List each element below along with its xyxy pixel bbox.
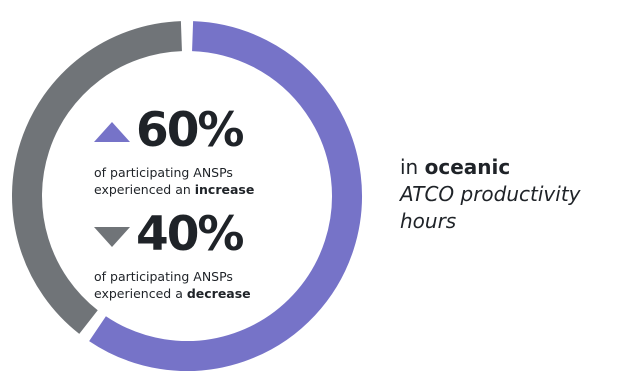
- caption-prefix: in: [400, 155, 425, 179]
- stat-decrease-desc-line1: of participating ANSPs: [94, 269, 233, 284]
- stat-increase-description: of participating ANSPs experienced an in…: [94, 164, 334, 198]
- stat-decrease-emphasis: decrease: [186, 286, 251, 301]
- stat-decrease: 40% of participating ANSPs experienced a…: [94, 204, 334, 302]
- chart-caption: in oceanic ATCO productivity hours: [400, 154, 581, 235]
- stat-decrease-value: 40%: [136, 206, 244, 262]
- stat-increase-head: 60%: [94, 100, 334, 160]
- caption-emphasis: oceanic: [424, 155, 511, 179]
- stat-increase-emphasis: increase: [194, 182, 255, 197]
- stat-increase-desc-line2: experienced an: [94, 182, 195, 197]
- caption-line2: ATCO productivity: [400, 182, 581, 206]
- stat-decrease-desc-line2: experienced a: [94, 286, 187, 301]
- stat-increase-desc-line1: of participating ANSPs: [94, 165, 233, 180]
- triangle-up-icon: [94, 122, 130, 142]
- triangle-down-icon: [94, 227, 130, 247]
- donut-slice-increase: [89, 21, 362, 371]
- stat-decrease-description: of participating ANSPs experienced a dec…: [94, 268, 334, 302]
- stat-increase-value: 60%: [136, 102, 244, 158]
- donut-slice-decrease: [12, 21, 183, 334]
- donut-slices: [12, 21, 362, 371]
- caption-line3: hours: [400, 209, 457, 233]
- stat-increase: 60% of participating ANSPs experienced a…: [94, 100, 334, 198]
- stat-decrease-head: 40%: [94, 204, 334, 264]
